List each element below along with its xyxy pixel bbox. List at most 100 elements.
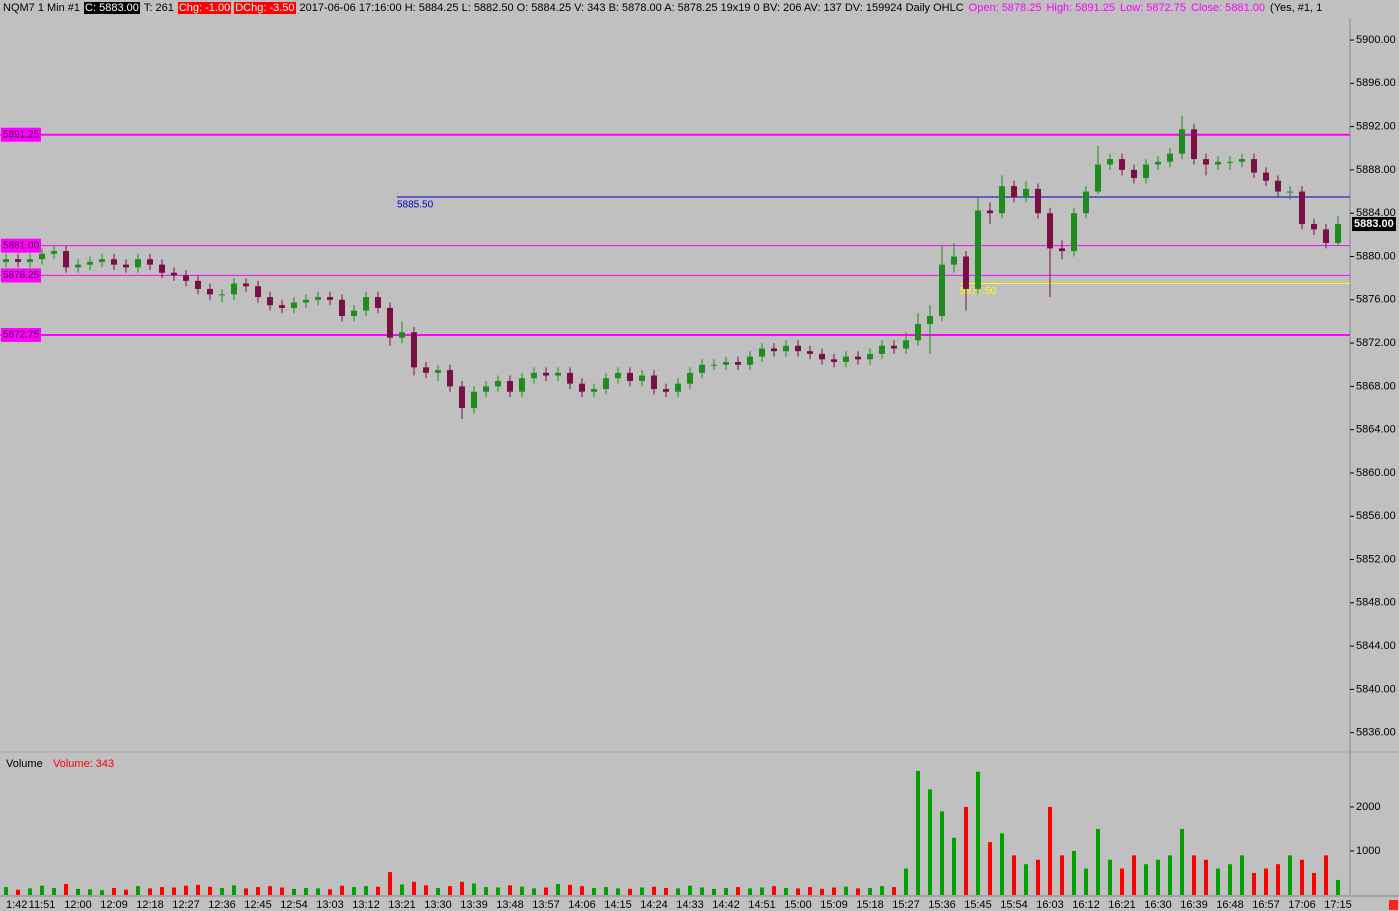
x-tick-label: 15:00 (784, 899, 812, 911)
volume-bar (1168, 855, 1172, 895)
candle-body (747, 356, 753, 365)
candle-body (471, 391, 477, 409)
candle-body (663, 389, 669, 392)
candle-body (1203, 159, 1209, 165)
level-label-box (1, 238, 41, 253)
x-tick-label: 14:51 (748, 899, 776, 911)
candle-body (1083, 191, 1089, 214)
volume-y-tick-label: 1000 (1356, 845, 1380, 857)
volume-bar (196, 884, 200, 895)
candle-body (915, 324, 921, 341)
volume-bar (868, 887, 872, 895)
x-tick-label: 11:51 (29, 899, 56, 911)
volume-bar (652, 886, 656, 895)
candle-body (351, 310, 357, 317)
last-price-label: 5883.00 (1354, 218, 1394, 230)
volume-bar (928, 789, 932, 895)
candle-body (1335, 224, 1341, 243)
candle-body (531, 372, 537, 379)
volume-bar (112, 887, 116, 895)
candle-body (399, 332, 405, 338)
volume-title: Volume (6, 758, 43, 770)
volume-bar (1252, 872, 1256, 895)
x-tick-label: 16:39 (1180, 899, 1208, 911)
volume-bar (28, 888, 32, 895)
candle-body (195, 280, 201, 289)
volume-bar (244, 888, 248, 895)
volume-bar (988, 842, 992, 895)
volume-bar (1144, 864, 1148, 895)
candle-body (795, 345, 801, 352)
volume-bar (724, 887, 728, 895)
candle-body (1023, 188, 1029, 197)
candle-body (1143, 164, 1149, 179)
x-tick-label: 13:30 (424, 899, 452, 911)
volume-bar (40, 885, 44, 895)
x-tick-label: 17:15 (1324, 899, 1352, 911)
x-tick-label: 16:30 (1144, 899, 1172, 911)
volume-bar (1288, 855, 1292, 895)
volume-bar (148, 888, 152, 895)
y-tick-label: 5848.00 (1356, 597, 1396, 609)
volume-bar (280, 887, 284, 895)
candle-body (387, 307, 393, 338)
candle-body (807, 351, 813, 354)
candle-body (1287, 191, 1293, 193)
volume-bar (184, 885, 188, 895)
volume-bar (760, 887, 764, 895)
x-tick-label: 12:54 (280, 899, 308, 911)
volume-bar (172, 887, 176, 895)
candle-body (651, 375, 657, 390)
candle-body (315, 297, 321, 300)
candle-body (255, 286, 261, 298)
candle-body (723, 362, 729, 365)
x-tick-label: 16:12 (1072, 899, 1100, 911)
x-tick-label: 16:03 (1036, 899, 1064, 911)
volume-bar (940, 811, 944, 895)
level-label-box (1, 127, 41, 142)
candle-body (363, 297, 369, 311)
daily-open: Open: 5878.25 (968, 2, 1042, 14)
candle-body (699, 364, 705, 373)
volume-bar (1012, 855, 1016, 895)
volume-bar (604, 887, 608, 895)
volume-bar (400, 884, 404, 895)
daily-change-box: DChg: -3.50 (234, 2, 296, 14)
volume-bar (532, 888, 536, 895)
volume-bar (1156, 859, 1160, 895)
candle-body (3, 259, 9, 262)
volume-bar (964, 806, 968, 895)
candle-body (1155, 161, 1161, 165)
volume-bar (580, 886, 584, 895)
volume-bar (1276, 864, 1280, 895)
candle-body (39, 253, 45, 260)
x-tick-label: 16:21 (1108, 899, 1136, 911)
candle-body (171, 272, 177, 276)
volume-bar (124, 889, 128, 895)
volume-bar (592, 887, 596, 895)
y-tick-label: 5864.00 (1356, 424, 1396, 436)
candle-body (483, 386, 489, 392)
volume-bar (676, 888, 680, 895)
y-tick-label: 5896.00 (1356, 77, 1396, 89)
candle-body (507, 380, 513, 392)
x-tick-label: 14:06 (568, 899, 596, 911)
candle-body (783, 345, 789, 352)
candle-body (267, 297, 273, 306)
level-label: 5878.25 (3, 270, 40, 281)
x-tick-label: 16:48 (1216, 899, 1244, 911)
last-price-box (1352, 217, 1396, 232)
volume-bar (844, 886, 848, 895)
candle-body (987, 210, 993, 214)
bar-info: 2017-06-06 17:16:00 H: 5884.25 L: 5882.5… (299, 2, 964, 14)
x-tick-label: 13:03 (316, 899, 344, 911)
candle-body (879, 345, 885, 354)
ticks: T: 261 (143, 2, 174, 14)
y-tick-label: 5872.00 (1356, 337, 1396, 349)
volume-bar (136, 886, 140, 895)
volume-bar (1096, 828, 1100, 895)
volume-bar (436, 887, 440, 895)
x-tick-label: 15:18 (856, 899, 884, 911)
candle-body (375, 297, 381, 308)
